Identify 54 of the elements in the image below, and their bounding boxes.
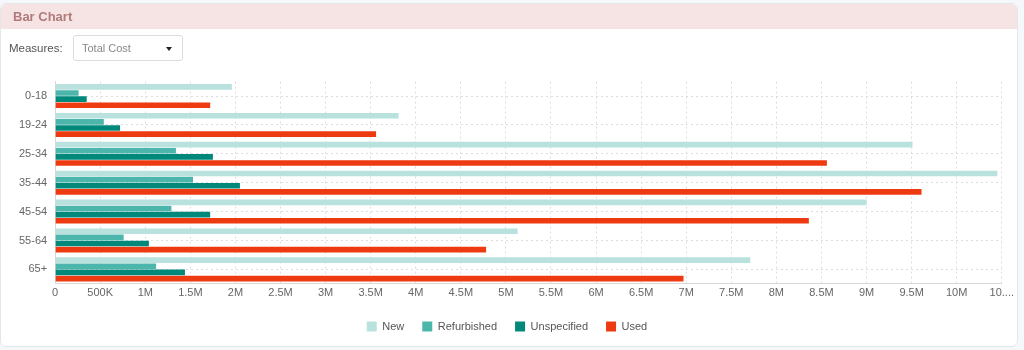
bar [55, 160, 827, 166]
y-tick-label: 55-64 [18, 233, 48, 246]
dropdown: Total Cost [73, 35, 183, 61]
bar [55, 131, 377, 137]
bar [55, 154, 213, 160]
x-tick-label: 2M [227, 286, 244, 299]
x-tick-label: 5M [498, 286, 514, 299]
y-tick-label: 45-54 [18, 204, 48, 217]
y-tick-label: 0-18 [25, 89, 48, 102]
x-tick-label: 1M [137, 286, 153, 299]
bar [55, 189, 922, 195]
chart-title: Bar Chart [1, 4, 1017, 29]
bar [55, 263, 157, 270]
x-tick-label: 7.5M [719, 286, 744, 299]
x-tick-label: 500K [87, 286, 114, 299]
x-tick-label: 3.5M [358, 286, 383, 299]
legend-label: Used [621, 319, 648, 332]
x-tick-label: 7M [678, 286, 694, 299]
x-tick-label: 10.... [989, 286, 1014, 299]
x-tick-label: 5.5M [538, 286, 564, 299]
y-tick-label: 19-24 [18, 117, 48, 130]
x-tick-label: 2.5M [268, 286, 293, 299]
bar [55, 119, 104, 125]
x-tick-label: 1.5M [178, 286, 203, 299]
bar [55, 217, 809, 224]
x-tick-label: 3M [317, 286, 334, 299]
x-tick-label: 4M [408, 286, 424, 299]
legend-label: Refurbished [437, 319, 498, 332]
x-tick-label: 8M [768, 286, 785, 299]
bar [55, 147, 176, 154]
bar [55, 84, 232, 90]
legend-label: Unspecified [530, 319, 589, 332]
x-tick-label: 4.5M [448, 286, 474, 299]
bar [55, 246, 487, 253]
x-tick-label: 6M [588, 286, 604, 299]
x-tick-label: 6.5M [628, 286, 654, 299]
bar [55, 96, 87, 102]
x-tick-label: 0 [52, 286, 59, 299]
y-tick-label: 65+ [28, 262, 48, 275]
y-tick-label: 25-34 [18, 146, 48, 159]
bar [55, 257, 751, 263]
x-tick-label: 8.5M [809, 286, 834, 299]
bar [55, 182, 240, 189]
bar [55, 102, 211, 109]
y-tick-label: 35-44 [18, 175, 48, 188]
bar [55, 90, 79, 96]
x-tick-label: 9.5M [899, 286, 924, 299]
bar [55, 125, 121, 131]
legend-label: New [382, 319, 405, 332]
x-tick-label: 9M [858, 286, 875, 299]
text: Measures: [9, 42, 63, 54]
x-tick-label: 10M [945, 286, 968, 299]
bar [55, 112, 399, 119]
bar [55, 228, 518, 235]
